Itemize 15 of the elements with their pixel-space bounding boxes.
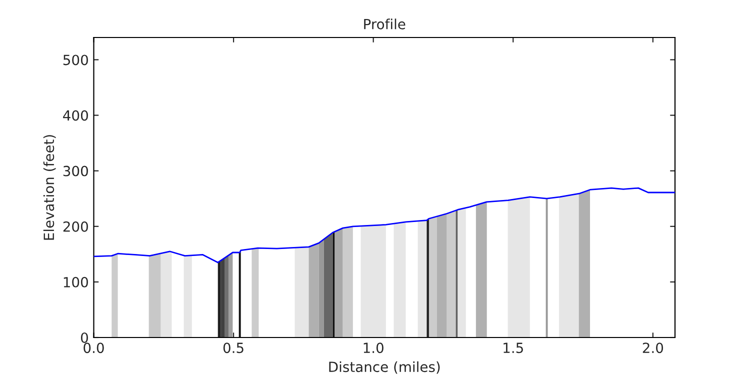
x-tick-label: 1.5 — [504, 342, 523, 354]
x-tick-label: 2.0 — [642, 342, 664, 354]
line-series — [94, 187, 675, 264]
y-tick-label: 100 — [64, 276, 88, 288]
x-tick-label: 0.5 — [223, 342, 244, 354]
x-tick-label: 1.0 — [364, 342, 384, 354]
y-tick-label: 0 — [80, 332, 88, 343]
y-tick-label: 500 — [63, 54, 88, 66]
y-axis-title: Elevation (feet) — [43, 135, 56, 240]
x-tick-label: 0.0 — [84, 342, 104, 354]
y-tick-label: 300 — [63, 166, 88, 176]
y-tick-label: 400 — [63, 110, 88, 121]
x-axis-title: Distance (miles) — [329, 361, 440, 374]
chart-title: Profile — [364, 18, 406, 30]
y-tick-label: 200 — [63, 221, 88, 232]
